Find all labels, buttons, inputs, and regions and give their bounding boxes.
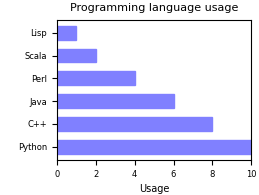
Bar: [57, 140, 251, 153]
Bar: [57, 71, 135, 85]
Bar: [57, 49, 96, 62]
Bar: [57, 26, 76, 40]
X-axis label: Usage: Usage: [139, 184, 169, 194]
Title: Programming language usage: Programming language usage: [70, 3, 238, 13]
Bar: [57, 117, 212, 131]
Bar: [57, 94, 174, 108]
